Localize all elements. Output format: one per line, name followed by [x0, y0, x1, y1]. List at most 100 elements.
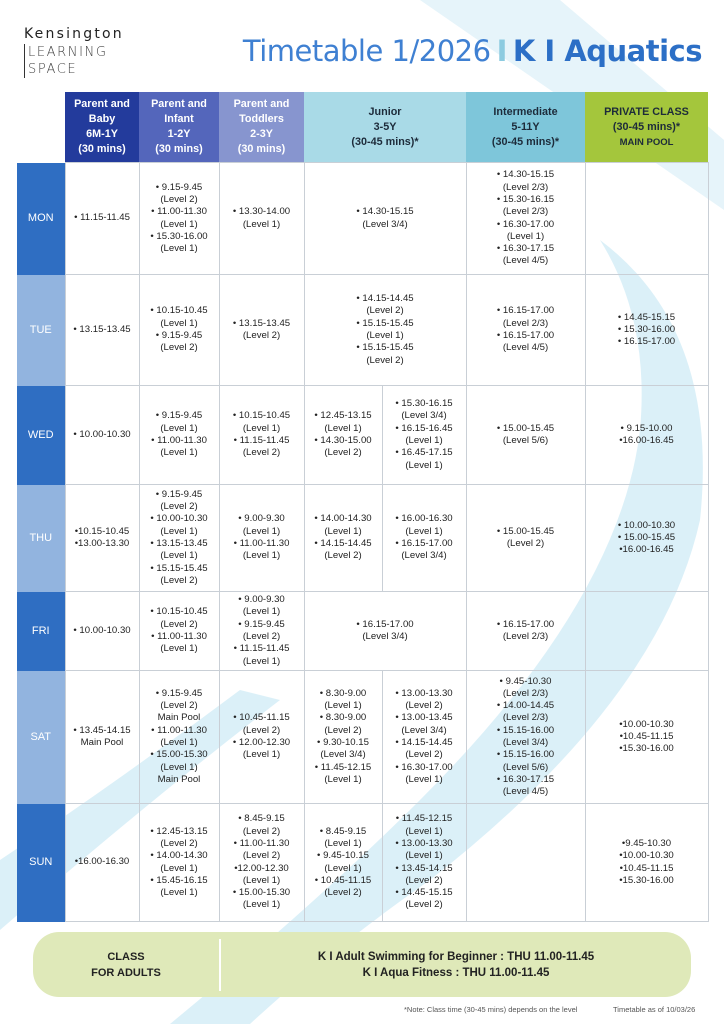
cell-parent-infant: • 9.15-9.45 (Level 2) Main Pool • 11.00-11.…: [138, 670, 220, 804]
header-private-class: PRIVATE CLASS (30-45 mins)* MAIN POOL: [585, 92, 708, 163]
class-time-line: • 11.45-12.15: [395, 813, 453, 825]
class-time-line: • 11.00-11.30: [151, 206, 207, 218]
adult-class-swimming: K I Adult Swimming for Beginner : THU 11…: [317, 950, 595, 963]
class-time-line: • 8.45-9.15: [238, 813, 285, 825]
title-brand: K I Aquatics: [512, 34, 703, 68]
cell-junior: • 16.15-17.00 (Level 3/4): [303, 591, 467, 671]
header-text: 1-2Y: [167, 128, 191, 140]
cell-parent-infant: • 9.15-9.45 (Level 1) • 11.00-11.30 (Level …: [138, 385, 220, 485]
header-text: (30-45 mins)*: [612, 120, 681, 133]
cell-parent-toddlers: • 13.15-13.45 (Level 2): [218, 274, 305, 386]
header-text: 6M-1Y: [86, 128, 118, 140]
header-junior: Junior 3-5Y (30-45 mins)*: [304, 92, 466, 163]
class-time-line: • 15.30-16.15: [395, 398, 453, 410]
logo-line-learning: LEARNING: [28, 45, 108, 60]
class-time-line: (Level 2): [405, 899, 443, 911]
day-label: SAT: [17, 670, 65, 804]
class-time-line: (Level 2): [324, 887, 362, 899]
adult-class-aqua-fitness: K I Aqua Fitness : THU 11.00-11.45: [362, 966, 550, 979]
class-time-line: (Level 1): [242, 899, 281, 911]
class-time-line: (Level 2): [324, 724, 362, 736]
cell-private-class: [584, 162, 709, 275]
class-time-line: •10.45-11.15: [619, 730, 674, 742]
day-label: MON: [17, 162, 65, 275]
class-time-line: •9.45-10.30: [621, 837, 672, 849]
class-time-line: (Level 3/4): [320, 749, 366, 761]
class-time-line: (Level 1): [242, 874, 281, 886]
cell-parent-toddlers: • 10.45-11.15 (Level 2) • 12.00-12.30 (Leve…: [218, 670, 305, 804]
class-time-line: (Level 4/5): [502, 786, 549, 798]
class-time-line: (Level 1): [160, 422, 198, 434]
class-time-line: • 9.15-9.45: [155, 181, 203, 193]
row-mon: MON • 11.15-11.45 • 9.15-9.45 (Level 2) • 11…: [17, 162, 709, 275]
class-time-line: (Level 1): [324, 837, 362, 849]
class-time-line: • 8.45-9.15: [319, 825, 367, 837]
cell-parent-toddlers: • 8.45-9.15 (Level 2) • 11.00-11.30 (Level …: [218, 803, 305, 922]
header-corner: [17, 92, 65, 163]
row-wed: WED • 10.00-10.30 • 9.15-9.45 (Level 1) • 11…: [17, 385, 709, 485]
class-time-line: (Level 2/3): [502, 317, 549, 329]
class-time-line: • 16.45-17.15: [395, 447, 453, 459]
cell-parent-baby: • 11.15-11.45: [64, 162, 140, 275]
class-time-line: (Level 2): [160, 501, 198, 513]
class-time-line: (Level 1): [324, 773, 362, 785]
class-time-line: • 14.15-14.45: [314, 538, 372, 549]
class-time-line: (Level 1): [160, 243, 198, 255]
class-time-line: (Level 1): [405, 435, 443, 446]
cell-parent-baby: • 10.00-10.30: [64, 591, 140, 671]
class-time-line: (Level 2/3): [502, 712, 549, 724]
cell-private-class: • 9.15-10.00 •16.00-16.45: [584, 385, 709, 485]
adult-classes-info: K I Adult Swimming for Beginner : THU 11…: [221, 949, 691, 981]
class-time-line: • 12.45-13.15: [314, 410, 372, 422]
adult-classes-label: CLASS FOR ADULTS: [33, 949, 219, 981]
class-time-line: (Level 2): [405, 749, 443, 761]
cell-parent-toddlers: • 10.15-10.45 (Level 1) • 11.15-11.45 (Leve…: [218, 385, 305, 485]
header-text: 3-5Y: [373, 120, 397, 133]
day-label: WED: [17, 385, 65, 485]
cell-junior: • 14.30-15.15 (Level 3/4): [303, 162, 467, 275]
cell-junior: • 13.00-13.30 (Level 2) • 13.00-13.45 (Leve…: [381, 670, 467, 804]
class-time-line: (Level 1): [160, 761, 198, 773]
header-text: (30-45 mins)*: [491, 135, 560, 148]
cell-private-class: •10.00-10.30 •10.45-11.15 •15.30-16.00: [584, 670, 709, 804]
class-time-line: (Level 1): [405, 459, 443, 471]
cell-parent-toddlers: • 9.00-9.30 (Level 1) • 11.00-11.30 (Level …: [218, 484, 305, 592]
header-parent-baby: Parent and Baby 6M-1Y (30 mins): [65, 92, 139, 163]
class-time-line: • 14.30-15.15: [496, 169, 555, 181]
day-label: SUN: [17, 803, 65, 922]
row-fri: FRI • 10.00-10.30 • 10.15-10.45 (Level 2) • …: [17, 591, 709, 671]
cell-junior: • 15.30-16.15 (Level 3/4) • 16.15-16.45 (Le…: [381, 385, 467, 485]
class-time-line: (Level 2): [242, 825, 281, 837]
cell-intermediate: • 14.30-15.15 (Level 2/3) • 15.30-16.15 (Le…: [465, 162, 586, 275]
class-time-line: (Level 1): [405, 773, 443, 785]
class-time-line: (Level 2/3): [502, 206, 549, 218]
cell-intermediate: • 15.00-15.45 (Level 5/6): [465, 385, 586, 485]
class-time-line: (Level 1): [160, 550, 198, 562]
class-time-line: • 9.45-10.30: [499, 675, 552, 687]
cell-intermediate: • 16.15-17.00 (Level 2/3): [465, 591, 586, 671]
class-time-line: • 15.30-16.00: [617, 323, 676, 335]
kensington-logo: Kensington LEARNING SPACE: [24, 26, 124, 78]
cell-intermediate: [465, 803, 586, 922]
class-time-line: • 11.45-12.15: [314, 761, 372, 773]
class-time-line: • 15.30-16.15: [496, 193, 555, 205]
logo-line-space: SPACE: [28, 62, 78, 77]
class-time-line: •12.00-12.30: [234, 862, 289, 874]
header-text: 2-3Y: [250, 128, 273, 140]
class-time-line: (Level 2): [242, 850, 281, 862]
header-text: (30 mins): [78, 143, 126, 155]
header-text: Junior: [368, 105, 402, 118]
class-time-line: •15.30-16.00: [619, 743, 674, 755]
class-time-line: (Level 2): [324, 447, 362, 459]
class-time-line: • 9.15-9.45: [155, 687, 203, 699]
class-time-line: (Level 3/4): [401, 550, 447, 562]
class-time-line: • 14.00-14.45: [496, 700, 555, 712]
class-time-line: (Level 5/6): [502, 761, 549, 773]
class-time-line: •10.45-11.15: [619, 862, 674, 874]
class-time-line: (Level 2): [506, 538, 545, 549]
class-time-line: • 9.15-9.45: [238, 618, 285, 630]
header-parent-infant: Parent and Infant 1-2Y (30 mins): [139, 92, 219, 163]
class-time-line: • 11.00-11.30: [233, 837, 290, 849]
class-time-line: • 9.15-9.45: [155, 330, 203, 341]
class-time-line: • 9.45-10.15: [317, 850, 369, 862]
